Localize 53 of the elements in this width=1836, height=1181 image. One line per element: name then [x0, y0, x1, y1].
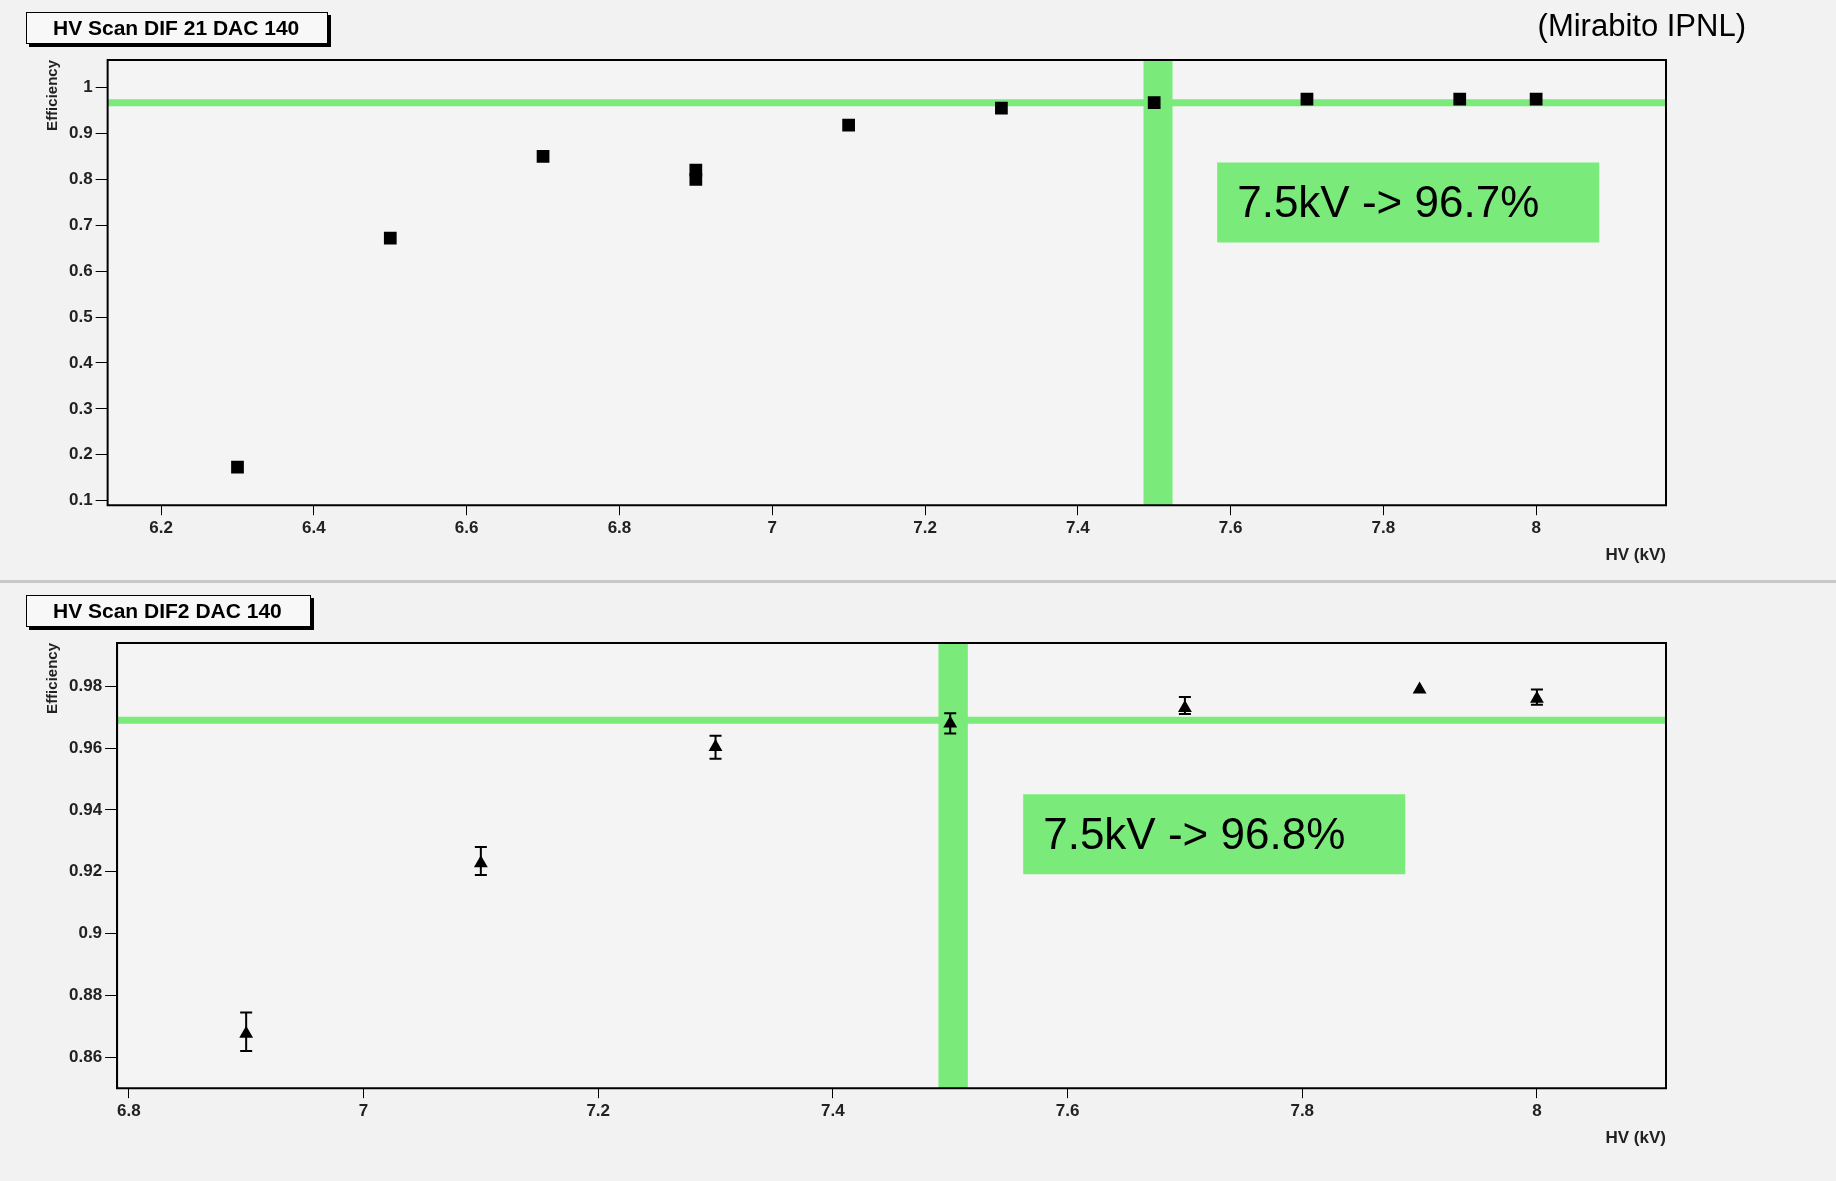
y-axis-title: Efficiency	[43, 59, 61, 131]
x-axis-title: HV (kV)	[1605, 545, 1666, 565]
annotation: 7.5kV -> 96.8%	[1043, 808, 1346, 858]
x-tick-label: 6.8	[117, 1101, 141, 1121]
x-tick-label: 6.8	[607, 518, 632, 538]
y-tick-label: 0.98	[68, 675, 103, 695]
y-tick-label: 0.88	[68, 985, 103, 1005]
point	[536, 150, 550, 163]
x-tick-label: 7.2	[586, 1101, 611, 1121]
point	[1529, 92, 1543, 106]
x-tick-label: 7.6	[1055, 1101, 1080, 1121]
y-tick-label: 0.5	[68, 306, 93, 326]
x-tick-label: 7	[767, 518, 777, 538]
x-tick-label: 6.2	[149, 518, 173, 538]
y-axis-title: Efficiency	[43, 642, 61, 714]
y-tick-label: 0.1	[68, 490, 93, 510]
y-tick-label: 0.6	[68, 260, 93, 280]
x-axis-title: HV (kV)	[1605, 1128, 1666, 1148]
point	[1412, 681, 1427, 694]
x-tick-label: 6.4	[302, 518, 327, 538]
y-tick-label: 0.96	[68, 737, 103, 757]
point	[995, 101, 1008, 115]
point	[689, 172, 703, 186]
x-tick-label: 8	[1532, 1101, 1542, 1121]
y-tick-label: 0.2	[68, 444, 93, 464]
y-tick-label: 0.4	[68, 352, 94, 372]
point	[842, 118, 855, 132]
y-tick-label: 0.9	[78, 923, 103, 943]
x-tick-label: 7.2	[913, 518, 937, 538]
y-tick-label: 1	[83, 77, 93, 97]
point	[383, 231, 397, 245]
y-tick-label: 0.94	[68, 799, 103, 819]
chart-title: HV Scan DIF 21 DAC 140	[26, 12, 329, 44]
point	[1147, 96, 1161, 110]
x-tick-label: 7.4	[1065, 518, 1091, 538]
x-tick-label: 6.6	[454, 518, 479, 538]
y-tick-label: 0.7	[68, 214, 93, 234]
point	[1453, 92, 1467, 106]
text: (Mirabito IPNL)	[1537, 8, 1746, 44]
x-tick-label: 7.8	[1371, 518, 1396, 538]
x-tick-label: 7	[358, 1101, 369, 1121]
x-tick-label: 7.4	[821, 1101, 846, 1121]
chart-title: HV Scan DIF2 DAC 140	[26, 595, 311, 627]
x-tick-label: 7.6	[1218, 518, 1243, 538]
annotation: 7.5kV -> 96.7%	[1237, 176, 1540, 226]
y-tick-label: 0.9	[68, 123, 93, 143]
y-tick-label: 0.3	[68, 398, 93, 418]
x-tick-label: 8	[1531, 518, 1541, 538]
y-tick-label: 0.8	[68, 169, 93, 189]
y-tick-label: 0.86	[68, 1046, 103, 1066]
x-tick-label: 7.8	[1290, 1101, 1315, 1121]
y-tick-label: 0.92	[68, 861, 103, 881]
point	[231, 460, 244, 474]
